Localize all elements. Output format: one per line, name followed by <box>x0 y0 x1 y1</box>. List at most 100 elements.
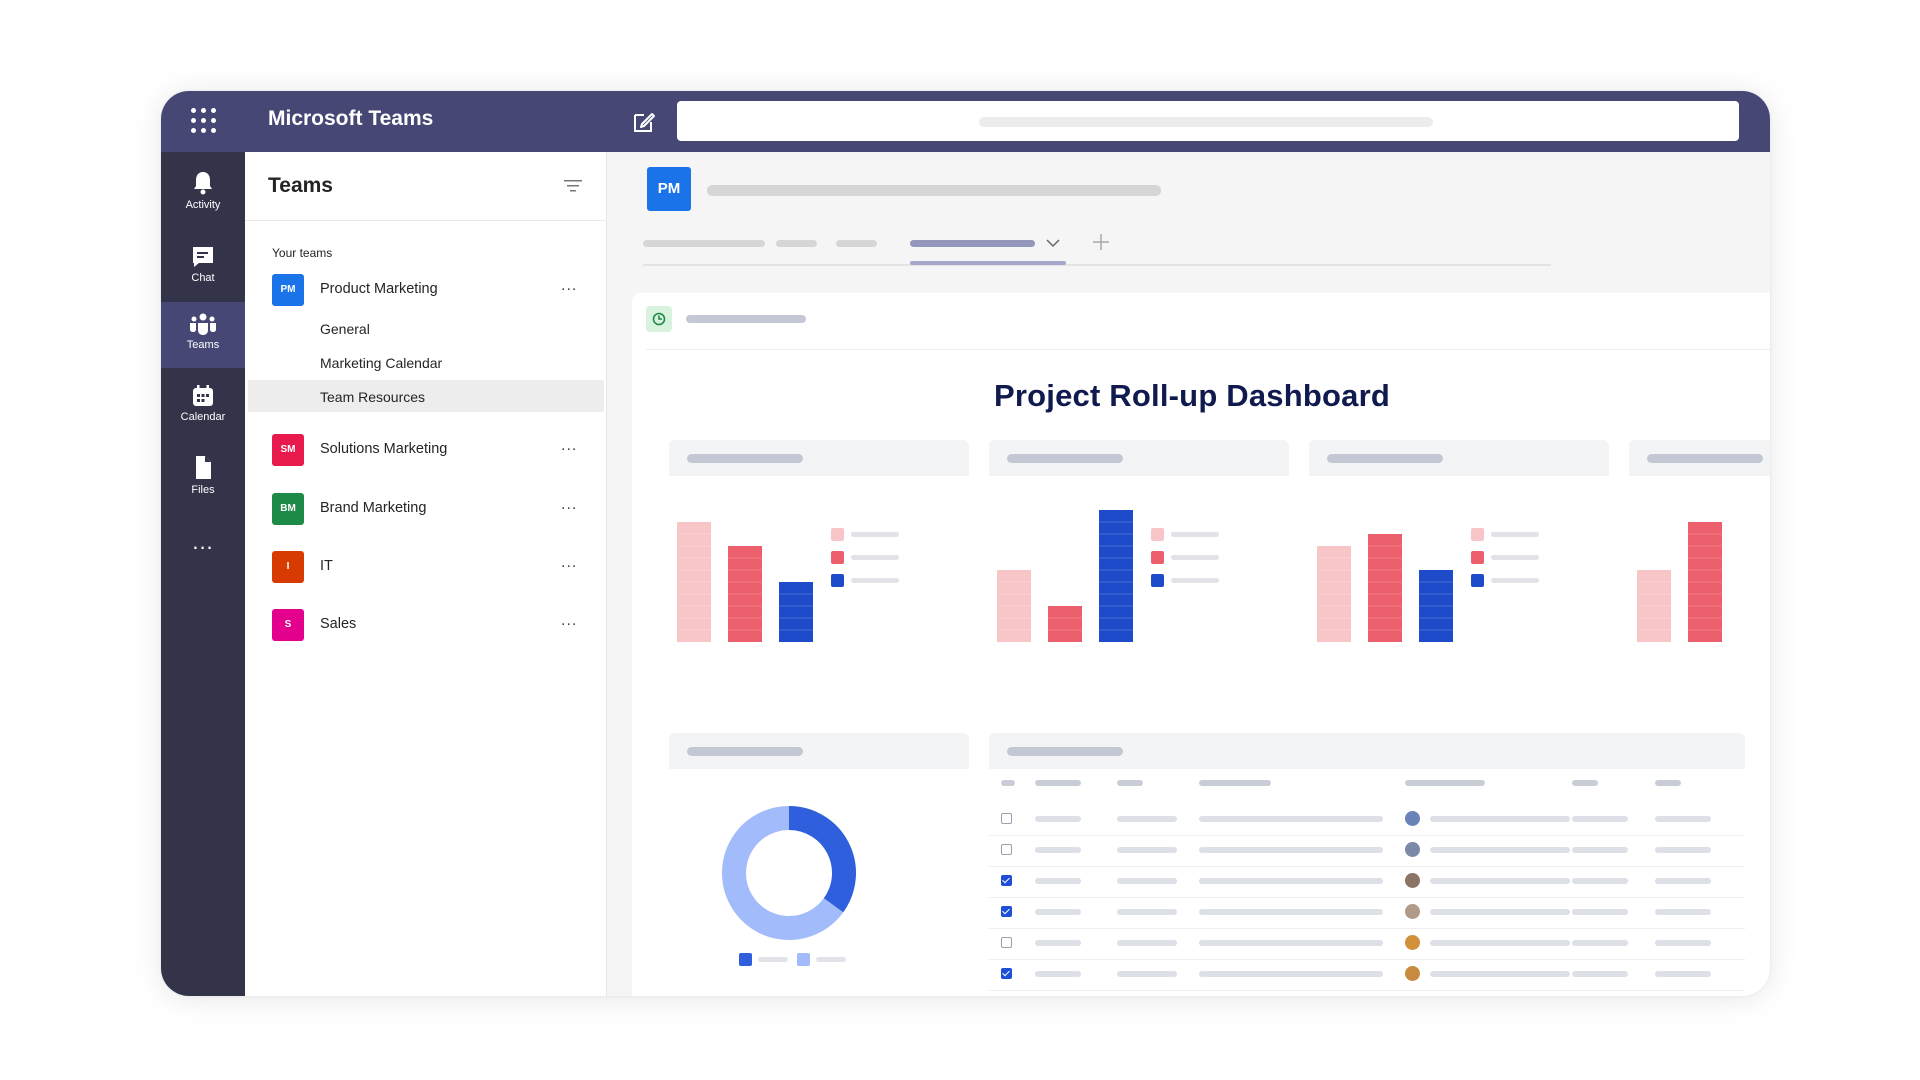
tab-dashboard[interactable] <box>910 240 1035 247</box>
more-options-icon[interactable]: ... <box>561 496 578 513</box>
app-title: Microsoft Teams <box>268 107 434 130</box>
cell-placeholder <box>1430 847 1570 853</box>
row-checkbox[interactable] <box>1001 937 1012 948</box>
cell-placeholder <box>1430 940 1570 946</box>
team-name: Product Marketing <box>320 281 438 297</box>
cell-placeholder <box>1430 878 1570 884</box>
legend-swatch <box>1151 551 1164 564</box>
cell-placeholder <box>1572 878 1628 884</box>
chart-header <box>669 440 969 476</box>
cell-placeholder <box>1572 847 1628 853</box>
table-row[interactable] <box>989 929 1745 960</box>
cell-placeholder <box>1199 971 1383 977</box>
rail-item-calendar[interactable]: Calendar <box>161 374 245 440</box>
table-row[interactable] <box>989 867 1745 898</box>
rail-item-chat[interactable]: Chat <box>161 235 245 301</box>
cell-placeholder <box>1572 816 1628 822</box>
bar-chart-card-1 <box>669 440 969 690</box>
tab-wiki[interactable] <box>836 240 877 247</box>
tab-posts[interactable] <box>643 240 765 247</box>
app-rail: Activity Chat Teams <box>161 152 245 996</box>
more-options-icon[interactable]: ... <box>561 277 578 294</box>
legend-label-placeholder <box>851 555 899 560</box>
bar <box>1688 522 1722 642</box>
team-name: Sales <box>320 616 357 632</box>
row-checkbox[interactable] <box>1001 844 1012 855</box>
chart-header <box>1309 440 1609 476</box>
more-options-icon[interactable]: ... <box>561 554 578 571</box>
legend-swatch <box>1151 528 1164 541</box>
legend-swatch <box>739 953 752 966</box>
inner-divider <box>646 349 1770 350</box>
table-row[interactable] <box>989 836 1745 867</box>
cell-placeholder <box>1430 971 1570 977</box>
avatar <box>1405 935 1420 950</box>
bar-chart-1 <box>677 522 899 642</box>
rail-item-files[interactable]: Files <box>161 445 245 511</box>
task-table-card <box>989 733 1745 996</box>
dashboard-card: Project Roll-up Dashboard <box>632 293 1770 996</box>
more-apps-icon[interactable]: ... <box>192 529 214 554</box>
avatar <box>1405 966 1420 981</box>
search-input[interactable] <box>677 101 1739 141</box>
cell-placeholder <box>1035 878 1081 884</box>
bell-icon <box>194 172 212 195</box>
rail-label-activity: Activity <box>185 199 221 211</box>
bar-chart-card-3 <box>1309 440 1609 690</box>
bar <box>1637 570 1671 642</box>
rail-label-files: Files <box>191 484 215 496</box>
channel-general[interactable]: General <box>248 312 604 344</box>
bar <box>1368 534 1402 642</box>
row-checkbox[interactable] <box>1001 968 1012 979</box>
team-row-it[interactable]: I IT ... <box>245 546 607 586</box>
rail-item-teams[interactable]: Teams <box>161 302 245 368</box>
channel-marketing-calendar[interactable]: Marketing Calendar <box>248 346 604 378</box>
add-tab-icon[interactable] <box>1091 232 1111 252</box>
table-row[interactable] <box>989 960 1745 991</box>
team-row-solutions-marketing[interactable]: SM Solutions Marketing ... <box>245 429 607 469</box>
app-name-placeholder <box>686 315 806 323</box>
tab-files[interactable] <box>776 240 817 247</box>
row-checkbox[interactable] <box>1001 813 1012 824</box>
legend-label-placeholder <box>851 532 899 537</box>
legend-label-placeholder <box>1491 578 1539 583</box>
legend-swatch <box>797 953 810 966</box>
cell-placeholder <box>1035 940 1081 946</box>
rail-item-activity[interactable]: Activity <box>161 160 245 226</box>
cell-placeholder <box>1199 816 1383 822</box>
legend-label-placeholder <box>1491 532 1539 537</box>
file-icon <box>196 456 211 479</box>
chart-header <box>989 733 1745 769</box>
channel-title-placeholder <box>707 185 1161 196</box>
legend-swatch <box>831 574 844 587</box>
donut-slice <box>788 806 856 913</box>
table-row[interactable] <box>989 805 1745 836</box>
active-tab-indicator <box>910 261 1066 265</box>
donut-chart <box>722 806 856 966</box>
channel-team-resources[interactable]: Team Resources <box>248 380 604 412</box>
team-name: Solutions Marketing <box>320 441 448 457</box>
legend-swatch <box>831 528 844 541</box>
team-row-brand-marketing[interactable]: BM Brand Marketing ... <box>245 488 607 528</box>
avatar <box>1405 811 1420 826</box>
teams-window: Microsoft Teams Activity Chat <box>161 91 1770 996</box>
row-checkbox[interactable] <box>1001 875 1012 886</box>
compose-icon[interactable] <box>631 109 657 135</box>
app-launcher-icon[interactable] <box>191 108 217 134</box>
bar-chart-4 <box>1637 522 1722 642</box>
row-checkbox[interactable] <box>1001 906 1012 917</box>
chevron-down-icon[interactable] <box>1045 238 1061 248</box>
more-options-icon[interactable]: ... <box>561 437 578 454</box>
donut-chart-card <box>669 733 969 996</box>
team-row-sales[interactable]: S Sales ... <box>245 604 607 644</box>
filter-icon[interactable] <box>563 178 583 194</box>
legend-label-placeholder <box>851 578 899 583</box>
more-options-icon[interactable]: ... <box>561 612 578 629</box>
cell-placeholder <box>1117 878 1177 884</box>
team-row-product-marketing[interactable]: PM Product Marketing ... <box>245 269 607 309</box>
cell-placeholder <box>1117 816 1177 822</box>
table-row[interactable] <box>989 898 1745 929</box>
legend-label-placeholder <box>1171 578 1219 583</box>
legend-swatch <box>1471 528 1484 541</box>
bar <box>997 570 1031 642</box>
